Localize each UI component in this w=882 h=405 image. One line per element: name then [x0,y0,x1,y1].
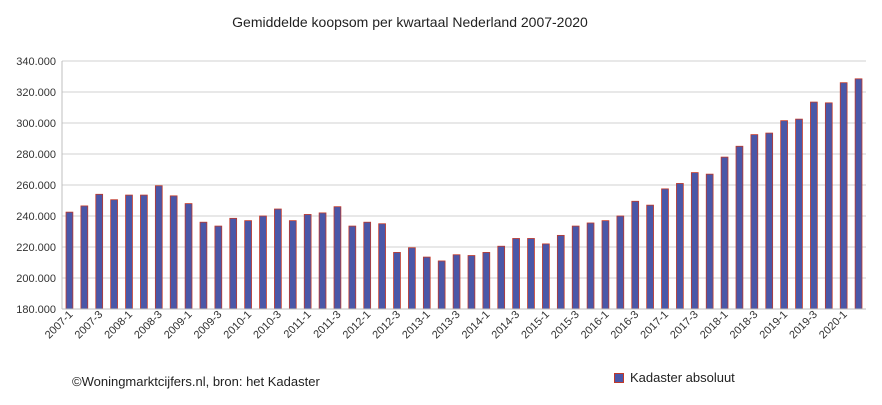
bar [765,132,774,310]
x-tick-label: 2017-1 [638,309,671,342]
x-tick-label: 2015-1 [519,309,552,342]
x-tick-label: 2010-1 [222,309,255,342]
legend-label: Kadaster absoluut [630,370,735,385]
bar [363,221,372,310]
legend: Kadaster absoluut [614,370,735,385]
bar [750,134,759,310]
x-tick-label: 2014-1 [460,309,493,342]
y-tick-label: 260.000 [16,180,56,192]
bar [482,252,491,310]
bar [795,118,803,310]
bar [110,199,118,310]
x-tick-label: 2009-1 [162,309,195,342]
bar [452,254,461,310]
bar [571,225,580,310]
bar [437,260,446,310]
bar [318,212,327,310]
bar [274,208,282,310]
bar [244,220,252,310]
y-tick-label: 280.000 [16,149,56,161]
bar [556,234,565,310]
bar [631,200,640,310]
x-tick-label: 2008-1 [102,309,135,342]
bar [705,173,714,310]
x-tick-label: 2011-3 [311,309,343,341]
y-tick-label: 320.000 [16,87,56,99]
bar [422,256,431,310]
bar [616,215,625,310]
x-tick-label: 2008-3 [132,309,165,342]
bar [125,194,133,310]
y-tick-label: 220.000 [16,242,56,254]
x-tick-label: 2020-1 [817,309,850,342]
x-tick-label: 2013-3 [430,309,463,342]
bar [824,102,833,310]
x-tick-label: 2019-3 [787,309,820,342]
bar [601,220,610,310]
bar [690,172,699,310]
x-tick-label: 2015-3 [549,309,582,342]
y-tick-label: 300.000 [16,118,56,130]
bar [214,225,223,310]
y-tick-label: 340.000 [16,56,56,68]
bar [259,215,267,310]
bar [735,145,744,310]
bar [661,188,669,310]
x-tick-label: 2014-3 [490,309,523,342]
x-tick-label: 2018-3 [728,309,761,342]
bar [65,211,74,310]
bar [378,223,386,310]
bar [333,206,342,310]
bar [780,120,788,310]
x-tick-label: 2007-3 [73,309,106,342]
x-tick-label: 2009-3 [192,309,225,342]
bar [288,220,297,310]
source-footnote: ©Woningmarktcijfers.nl, bron: het Kadast… [72,374,320,389]
x-tick-label: 2017-3 [668,309,701,342]
bar [676,183,684,310]
x-tick-label: 2012-1 [341,309,374,342]
x-tick-label: 2010-3 [251,309,284,342]
x-tick-label: 2012-3 [370,309,403,342]
y-tick-label: 200.000 [16,273,56,285]
legend-swatch [614,372,624,383]
bar [80,205,89,310]
bar [839,82,848,310]
bar [184,203,193,310]
bar [542,243,550,310]
bar [229,217,238,310]
bar [512,238,520,310]
x-tick-label: 2016-1 [579,309,612,342]
bar [95,193,104,310]
bar [154,185,163,310]
bar [527,238,535,310]
bar [810,101,818,310]
x-tick-label: 2018-1 [698,309,731,342]
x-tick-label: 2019-1 [758,309,791,342]
bar [393,252,401,310]
x-tick-label: 2011-1 [282,309,314,341]
bar [854,78,863,310]
bar [646,204,654,310]
bar [497,245,506,310]
bar [169,195,178,310]
bar [348,225,357,310]
bar [467,255,476,310]
chart-title: Gemiddelde koopsom per kwartaal Nederlan… [232,14,588,30]
x-tick-label: 2016-3 [609,309,642,342]
bar [408,247,416,310]
y-tick-label: 240.000 [16,211,56,223]
x-tick-label: 2013-1 [400,309,433,342]
bar [199,221,208,310]
bar [586,222,595,310]
bar [720,156,729,310]
y-tick-label: 180.000 [16,304,56,316]
bar [303,214,312,310]
bar [140,194,148,310]
